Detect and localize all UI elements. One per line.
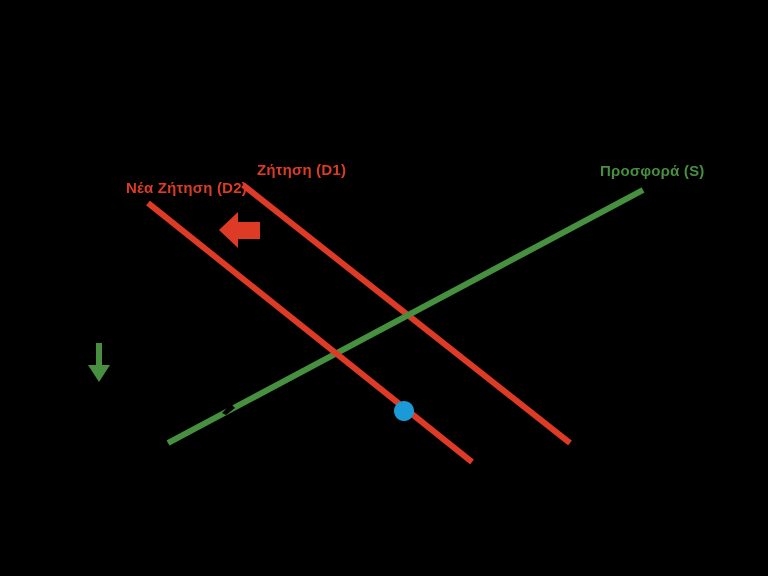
new-demand-d2-label: Νέα Ζήτηση (D2) — [126, 180, 247, 197]
equilibrium-point-marker — [394, 401, 414, 421]
new-demand-curve-d2 — [146, 200, 474, 465]
price-decrease-arrow-icon — [88, 343, 110, 382]
supply-line-notch — [222, 404, 235, 415]
supply-s-label: Προσφορά (S) — [600, 163, 705, 180]
supply-curve-s — [166, 187, 645, 446]
demand-d1-label: Ζήτηση (D1) — [257, 162, 347, 179]
shift-left-arrow-icon — [219, 212, 260, 248]
